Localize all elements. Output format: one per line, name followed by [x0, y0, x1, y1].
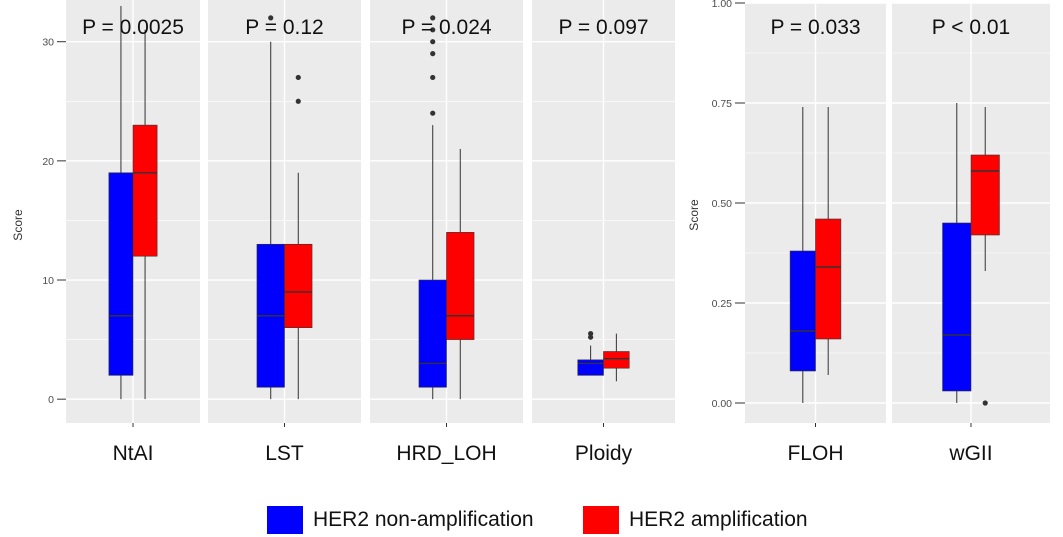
- facet-hrd-loh-non-amplification-box: [418, 279, 447, 388]
- facet-ntai-x-label: NtAI: [113, 442, 154, 465]
- facet-wgii-x-label: wGII: [948, 442, 992, 465]
- chart-1-y-tick-label: 0: [48, 394, 54, 406]
- legend-swatch-amplification: [583, 506, 619, 534]
- legend-swatch-non-amplification: [267, 506, 303, 534]
- facet-ntai-pvalue: P = 0.0025: [82, 16, 184, 39]
- facet-lst-pvalue: P = 0.12: [245, 16, 323, 39]
- legend-item-non-amplification: HER2 non-amplification: [267, 506, 534, 534]
- legend-item-amplification: HER2 amplification: [583, 506, 808, 534]
- facet-hrd-loh-non-amplification-outlier-point: [430, 15, 436, 21]
- facet-hrd-loh-x-label: HRD_LOH: [396, 442, 496, 465]
- facet-ploidy-amplification-box: [603, 351, 630, 369]
- facet-lst-non-amplification-outlier-point: [268, 15, 274, 21]
- facet-wgii-non-amplification-box: [942, 222, 972, 392]
- facet-ploidy-non-amplification-box: [577, 359, 604, 376]
- facet-wgii-amplification-box: [970, 154, 1000, 236]
- facet-hrd-loh-amplification-box: [446, 232, 475, 340]
- legend-label-amplification: HER2 amplification: [629, 508, 808, 531]
- chart-2-y-tick-label: 1.00: [712, 0, 733, 10]
- facet-floh-pvalue: P = 0.033: [770, 16, 860, 39]
- facet-ploidy-non-amplification-outlier-point: [588, 331, 594, 337]
- legend: HER2 non-amplification HER2 amplificatio…: [0, 506, 1063, 536]
- chart-2-y-tick-label: 0.00: [712, 398, 733, 410]
- facet-floh-non-amplification-box: [789, 250, 816, 372]
- facet-hrd-loh-non-amplification-outlier-point: [430, 39, 436, 45]
- chart-1-y-tick-label: 20: [42, 156, 54, 168]
- facet-hrd-loh-non-amplification-outlier-point: [430, 51, 436, 57]
- chart-1-y-tick-label: 30: [42, 37, 54, 49]
- facet-hrd-loh-non-amplification-outlier-point: [430, 110, 436, 116]
- facet-lst-amplification-box: [284, 243, 313, 328]
- facet-lst-amplification-outlier-point: [295, 98, 301, 104]
- facet-lst-amplification-outlier-point: [295, 74, 301, 81]
- facet-ntai-non-amplification-box: [108, 172, 134, 376]
- facet-hrd-loh-non-amplification-outlier-point: [430, 74, 436, 81]
- facet-ploidy-pvalue: P = 0.097: [558, 16, 648, 39]
- chart-1-y-axis-title: Score: [11, 209, 25, 241]
- chart-1-y-tick-label: 10: [42, 275, 54, 287]
- facet-ntai-amplification-box: [132, 124, 158, 257]
- facet-hrd-loh-non-amplification-outlier-point: [430, 27, 436, 33]
- facet-wgii-pvalue: P < 0.01: [932, 16, 1010, 39]
- facet-ploidy-x-label: Ploidy: [575, 442, 633, 465]
- facet-ploidy-non-amplification-outlier-point: [588, 334, 594, 340]
- facet-floh-amplification-box: [815, 218, 842, 340]
- facet-lst-x-label: LST: [265, 442, 304, 465]
- facet-hrd-loh-pvalue: P = 0.024: [401, 16, 491, 39]
- chart-2-y-axis-title: Score: [687, 199, 701, 231]
- facet-wgii-amplification-outlier-point: [982, 400, 988, 406]
- legend-label-non-amplification: HER2 non-amplification: [313, 508, 534, 531]
- chart-2-y-tick-label: 0.25: [712, 298, 733, 310]
- chart-2-y-tick-label: 0.75: [712, 98, 733, 110]
- facet-floh-x-label: FLOH: [787, 442, 843, 465]
- chart-2-y-tick-label: 0.50: [712, 198, 733, 210]
